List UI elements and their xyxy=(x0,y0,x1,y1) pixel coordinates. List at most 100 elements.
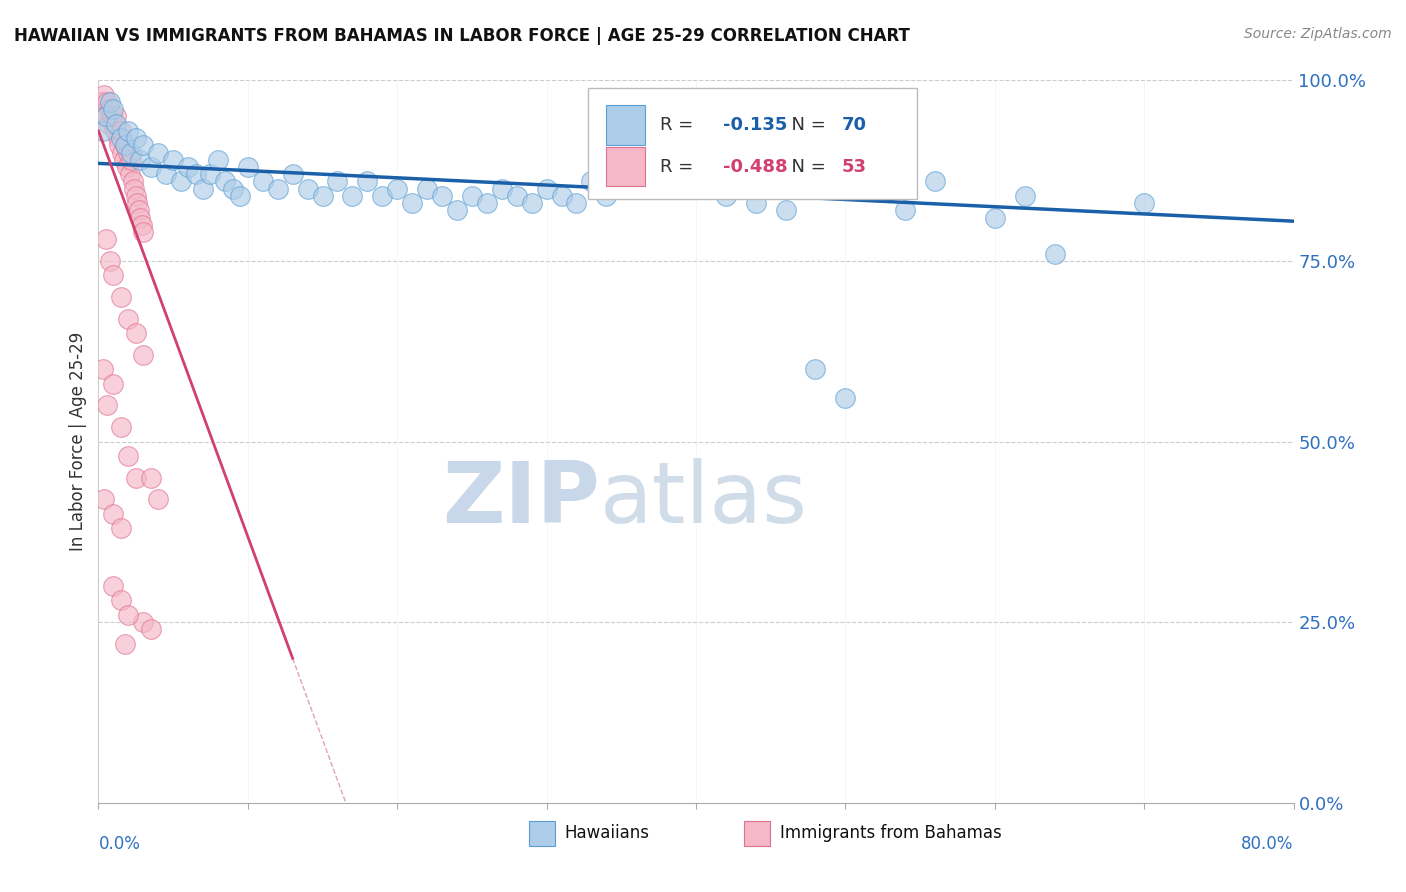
Point xyxy=(581,174,603,188)
Point xyxy=(177,160,200,174)
Point xyxy=(356,174,378,188)
Point xyxy=(610,145,633,160)
Point xyxy=(342,189,364,203)
Point xyxy=(110,593,132,607)
Point xyxy=(129,211,152,225)
Point xyxy=(125,131,148,145)
Point xyxy=(148,492,170,507)
Point xyxy=(117,311,139,326)
Point xyxy=(169,174,191,188)
Point xyxy=(129,153,152,167)
Point xyxy=(105,109,128,123)
Point xyxy=(655,182,678,196)
Point xyxy=(114,138,136,153)
Point xyxy=(91,362,114,376)
Y-axis label: In Labor Force | Age 25-29: In Labor Force | Age 25-29 xyxy=(69,332,87,551)
Point xyxy=(200,167,222,181)
Point xyxy=(93,492,115,507)
Point xyxy=(207,153,229,167)
Point xyxy=(110,124,132,138)
Point xyxy=(94,232,117,246)
Point xyxy=(103,102,125,116)
Point xyxy=(730,167,752,181)
Point xyxy=(924,174,946,188)
Point xyxy=(550,189,572,203)
Point xyxy=(401,196,423,211)
Point xyxy=(222,182,245,196)
Point xyxy=(1133,196,1156,211)
Point xyxy=(91,124,114,138)
Point xyxy=(114,637,136,651)
Point xyxy=(430,189,453,203)
Point xyxy=(371,189,394,203)
FancyBboxPatch shape xyxy=(589,87,917,200)
Point xyxy=(132,138,155,153)
Point xyxy=(103,268,125,283)
Point xyxy=(416,182,439,196)
Point xyxy=(117,124,139,138)
Text: Immigrants from Bahamas: Immigrants from Bahamas xyxy=(780,824,1001,842)
Point xyxy=(162,153,184,167)
Point xyxy=(214,174,236,188)
Point xyxy=(96,398,118,412)
Point xyxy=(97,117,120,131)
Text: R =: R = xyxy=(661,116,699,134)
Point xyxy=(536,182,558,196)
Point xyxy=(132,225,155,239)
Text: Hawaiians: Hawaiians xyxy=(565,824,650,842)
Point xyxy=(894,203,917,218)
Point xyxy=(1043,246,1066,260)
Point xyxy=(101,109,124,123)
Point xyxy=(267,182,290,196)
Point xyxy=(117,449,139,463)
Point xyxy=(94,109,117,123)
Point xyxy=(132,615,155,630)
Point xyxy=(834,391,856,405)
Point xyxy=(108,138,131,153)
Point xyxy=(775,203,797,218)
Point xyxy=(120,145,142,160)
Point xyxy=(128,203,150,218)
Point xyxy=(520,196,543,211)
Point xyxy=(103,507,125,521)
Point xyxy=(124,182,146,196)
Point xyxy=(115,160,138,174)
Point xyxy=(114,138,136,153)
Point xyxy=(90,95,112,109)
Bar xyxy=(606,104,644,145)
Point xyxy=(595,189,617,203)
Point xyxy=(125,189,148,203)
Point xyxy=(326,174,349,188)
Text: 80.0%: 80.0% xyxy=(1241,835,1294,854)
Text: atlas: atlas xyxy=(600,458,808,541)
Text: 70: 70 xyxy=(842,116,866,134)
Point xyxy=(112,153,135,167)
Text: N =: N = xyxy=(779,158,831,176)
Point xyxy=(117,145,139,160)
Point xyxy=(446,203,468,218)
Text: N =: N = xyxy=(779,116,831,134)
Bar xyxy=(744,821,770,847)
Point xyxy=(745,196,768,211)
Point xyxy=(475,196,498,211)
Point xyxy=(103,579,125,593)
Point xyxy=(139,160,162,174)
Point xyxy=(110,420,132,434)
Bar xyxy=(606,146,644,186)
Point xyxy=(125,326,148,341)
Point xyxy=(984,211,1007,225)
Point xyxy=(191,182,214,196)
Point xyxy=(125,471,148,485)
Point xyxy=(1014,189,1036,203)
Point xyxy=(117,607,139,622)
Point xyxy=(685,160,707,174)
Point xyxy=(297,182,319,196)
Point xyxy=(139,623,162,637)
Point xyxy=(491,182,513,196)
Point xyxy=(111,145,134,160)
Point xyxy=(105,117,128,131)
Point xyxy=(252,174,274,188)
Point xyxy=(565,196,588,211)
Point xyxy=(626,138,648,153)
Point xyxy=(98,102,122,116)
